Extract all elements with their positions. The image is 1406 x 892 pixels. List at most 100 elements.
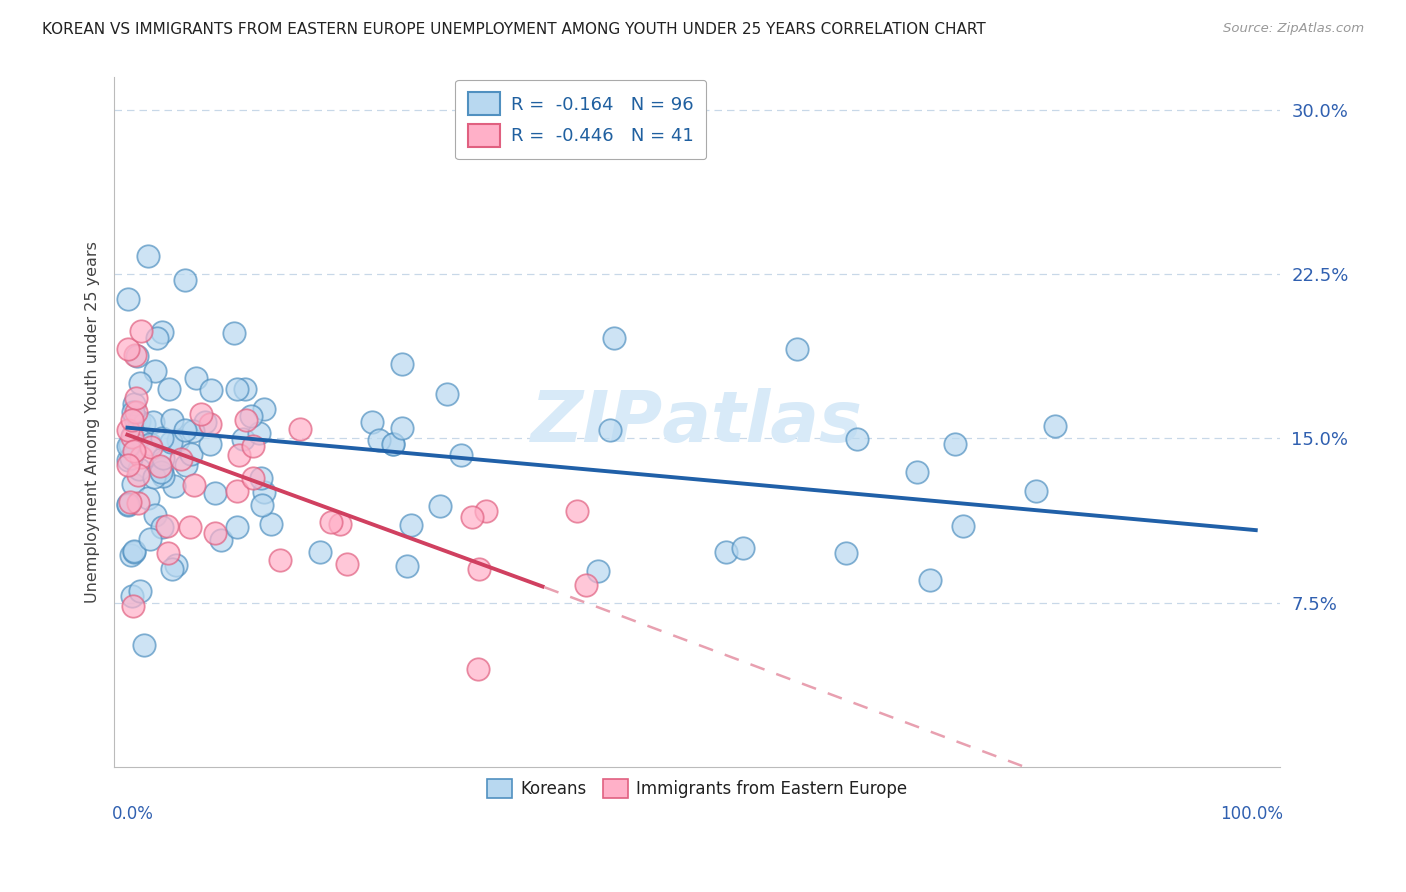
Point (260, 517, 283, 532)
Point (228, 448, 250, 462)
Point (121, 549, 143, 563)
Point (321, 515, 343, 529)
Point (132, 638, 155, 652)
Point (157, 546, 180, 560)
Point (943, 437, 966, 451)
Point (204, 486, 226, 500)
Point (121, 430, 143, 444)
Point (129, 376, 152, 391)
Point (200, 383, 222, 397)
Point (124, 411, 146, 425)
Point (240, 409, 263, 424)
Point (127, 467, 149, 482)
Point (117, 498, 139, 512)
Point (141, 440, 163, 454)
Point (150, 431, 173, 445)
Point (467, 662, 489, 676)
Point (152, 450, 174, 465)
Point (124, 349, 146, 363)
Point (290, 422, 312, 436)
Point (200, 417, 222, 431)
Point (173, 423, 195, 437)
Point (225, 483, 247, 498)
Point (599, 423, 621, 437)
Point (117, 423, 139, 437)
Point (131, 324, 153, 338)
Point (209, 533, 232, 547)
Point (150, 461, 173, 475)
Point (143, 508, 166, 522)
Point (250, 499, 273, 513)
Point (129, 450, 152, 464)
Point (138, 249, 160, 263)
Point (127, 496, 149, 510)
Point (156, 519, 179, 533)
Point (138, 437, 160, 451)
Point (146, 331, 169, 345)
Point (160, 562, 183, 576)
Point (253, 401, 276, 416)
Point (180, 446, 202, 460)
Point (181, 424, 204, 438)
Point (149, 459, 172, 474)
Point (381, 437, 404, 451)
Point (235, 413, 257, 427)
Point (150, 326, 173, 340)
Point (361, 415, 384, 429)
Point (127, 349, 149, 363)
Point (124, 545, 146, 559)
Point (232, 432, 254, 446)
Point (194, 415, 217, 429)
Point (603, 331, 626, 345)
Text: ZIP​atlas: ZIP​atlas (531, 387, 863, 457)
Point (121, 429, 143, 443)
Point (567, 504, 589, 518)
Point (173, 272, 195, 286)
Legend: Koreans, Immigrants from Eastern Europe: Koreans, Immigrants from Eastern Europe (478, 771, 915, 806)
Point (117, 458, 139, 472)
Point (253, 485, 276, 500)
Point (186, 371, 208, 385)
Point (368, 433, 391, 447)
Point (436, 387, 458, 401)
Point (329, 517, 352, 532)
Point (118, 495, 141, 509)
Point (336, 557, 359, 571)
Text: 0.0%: 0.0% (111, 805, 153, 823)
Y-axis label: Unemployment Among Youth under 25 years: Unemployment Among Youth under 25 years (86, 241, 100, 603)
Point (122, 543, 145, 558)
Point (242, 439, 264, 453)
Point (118, 438, 141, 452)
Point (588, 564, 610, 578)
Point (250, 471, 273, 485)
Point (170, 452, 193, 467)
Point (122, 444, 145, 458)
Point (143, 470, 166, 484)
Point (224, 326, 246, 340)
Point (139, 533, 162, 547)
Point (309, 545, 332, 559)
Point (120, 450, 142, 465)
Point (381, 436, 404, 450)
Point (121, 412, 143, 426)
Point (835, 546, 858, 560)
Point (163, 479, 186, 493)
Point (125, 405, 148, 419)
Point (117, 439, 139, 453)
Point (165, 558, 187, 573)
Point (117, 452, 139, 467)
Point (117, 292, 139, 306)
Point (152, 468, 174, 483)
Point (122, 405, 145, 419)
Point (132, 417, 155, 432)
Point (122, 477, 145, 491)
Text: KOREAN VS IMMIGRANTS FROM EASTERN EUROPE UNEMPLOYMENT AMONG YOUTH UNDER 25 YEARS: KOREAN VS IMMIGRANTS FROM EASTERN EUROPE… (42, 22, 986, 37)
Point (233, 382, 256, 396)
Point (142, 415, 165, 429)
Point (128, 429, 150, 443)
Point (905, 466, 928, 480)
Point (157, 382, 180, 396)
Point (190, 407, 212, 421)
Point (122, 599, 145, 614)
Point (733, 541, 755, 556)
